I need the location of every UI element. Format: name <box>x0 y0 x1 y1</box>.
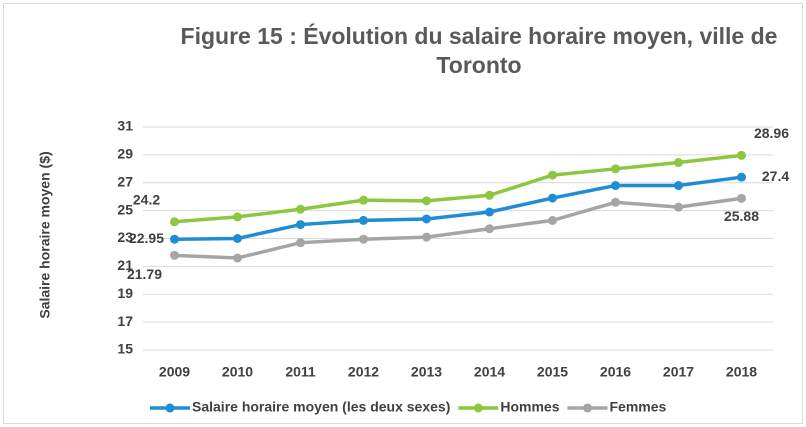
series-marker <box>548 193 557 203</box>
x-tick-label: 2009 <box>159 364 190 380</box>
series-marker <box>233 253 242 263</box>
series-marker <box>359 215 368 225</box>
legend-label: Femmes <box>610 399 667 415</box>
series-marker <box>359 195 368 205</box>
legend-marker <box>583 403 592 413</box>
y-tick-label: 25 <box>117 201 133 217</box>
y-tick-label: 29 <box>117 146 133 162</box>
x-tick-label: 2018 <box>726 364 757 380</box>
series-marker <box>674 181 683 191</box>
series-marker <box>296 204 305 214</box>
series-marker <box>422 214 431 224</box>
series-marker <box>548 215 557 225</box>
y-tick-label: 19 <box>117 285 133 301</box>
series-marker <box>611 164 620 174</box>
data-label: 28.96 <box>754 125 789 141</box>
series-line <box>174 175 742 241</box>
legend-label: Hommes <box>500 399 559 415</box>
series-marker <box>485 207 494 217</box>
series-marker <box>170 234 179 244</box>
legend-label: Salaire horaire moyen (les deux sexes) <box>192 399 450 415</box>
series-marker <box>737 150 746 160</box>
y-tick-label: 27 <box>117 173 133 189</box>
series-marker <box>422 232 431 242</box>
y-tick-label: 15 <box>117 341 133 357</box>
x-tick-label: 2017 <box>663 364 694 380</box>
series-marker <box>359 234 368 244</box>
y-tick-label: 31 <box>117 118 133 134</box>
y-tick-label: 17 <box>117 313 133 329</box>
data-label: 25.88 <box>724 208 759 224</box>
data-label: 21.79 <box>127 266 162 282</box>
y-tick-label: 21 <box>117 257 133 273</box>
legend-marker <box>473 403 483 413</box>
series-line <box>174 153 742 224</box>
series-marker <box>233 212 242 222</box>
series-marker <box>296 220 305 230</box>
series-marker <box>485 224 494 234</box>
x-tick-label: 2015 <box>537 364 568 380</box>
y-axis-label: Salaire horaire moyen ($) <box>37 151 53 318</box>
series-marker <box>233 234 242 243</box>
chart-title: Figure 15 : Évolution du salaire horaire… <box>180 23 778 78</box>
series-marker <box>737 172 746 182</box>
series-marker <box>674 158 683 168</box>
data-label: 22.95 <box>129 230 164 246</box>
data-label: 24.2 <box>133 191 160 207</box>
x-tick-label: 2012 <box>348 364 379 380</box>
series-marker <box>422 196 431 206</box>
x-tick-label: 2016 <box>600 364 631 380</box>
series-line <box>174 196 742 260</box>
series-marker <box>737 193 746 203</box>
x-tick-label: 2010 <box>222 364 253 380</box>
x-tick-label: 2013 <box>411 364 442 380</box>
y-tick-label: 23 <box>117 229 133 245</box>
series-marker <box>485 190 494 200</box>
series-marker <box>674 202 683 212</box>
series-marker <box>170 217 179 227</box>
series-marker <box>611 197 620 207</box>
legend-marker <box>165 403 175 413</box>
series-marker <box>548 170 557 180</box>
series-marker <box>611 181 620 191</box>
series-marker <box>296 238 305 248</box>
x-tick-label: 2011 <box>285 364 316 380</box>
data-label: 27.4 <box>762 168 789 184</box>
series-marker <box>170 250 179 260</box>
chart-frame <box>3 3 803 424</box>
x-tick-label: 2014 <box>474 364 505 380</box>
